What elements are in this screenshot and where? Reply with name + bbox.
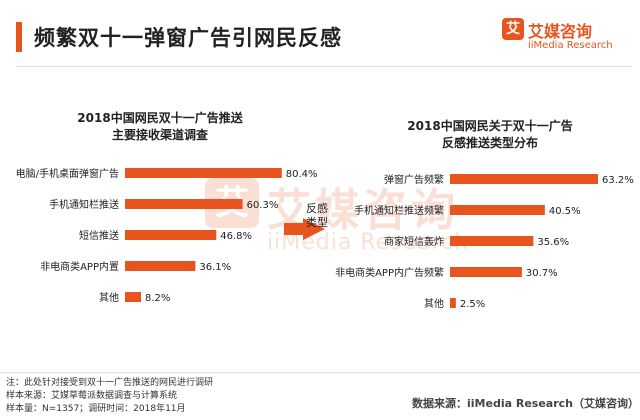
header-divider — [16, 66, 632, 67]
bar — [125, 168, 282, 178]
data-label: 40.5% — [549, 206, 581, 217]
footer-notes: 注：此处针对接受到双十一广告推送的网民进行调研 样本来源：艾媒草莓派数据调查与计… — [6, 377, 213, 416]
data-label: 8.2% — [145, 293, 170, 304]
footer-note: 注：此处针对接受到双十一广告推送的网民进行调研 — [6, 378, 214, 388]
bar — [450, 174, 598, 184]
data-label: 60.3% — [247, 200, 279, 211]
brand-logo-name-en: iiMedia Research — [528, 40, 613, 51]
category-label: 手机通知栏推送频繁 — [354, 204, 444, 217]
title-accent-bar — [16, 22, 22, 52]
page-title: 频繁双十一弹窗广告引网民反感 — [34, 26, 342, 50]
chart-right-title-block: 2018中国网民关于双十一广告 反感推送类型分布 — [390, 118, 590, 152]
category-label: 短信推送 — [79, 229, 119, 242]
data-label: 30.7% — [526, 268, 558, 279]
footer-note: 样本量：N=1357；调研时间：2018年11月 — [6, 404, 186, 414]
brand-logo-name-cn: 艾媒咨询 — [528, 22, 593, 41]
category-label: 非电商类APP内置 — [40, 260, 119, 273]
bar — [125, 261, 196, 271]
chart-left-title: 2018中国网民双十一广告推送 — [77, 111, 243, 125]
category-label: 电脑/手机桌面弹窗广告 — [16, 167, 119, 180]
arrow-stem — [284, 223, 304, 235]
arrow-label-line2: 类型 — [306, 216, 328, 229]
brand-logo: 艾 艾媒咨询 iiMedia Research — [502, 12, 632, 60]
brand-logo-mark: 艾 — [502, 18, 524, 40]
bar — [125, 292, 141, 302]
data-label: 63.2% — [602, 175, 634, 186]
data-label: 35.6% — [537, 237, 569, 248]
category-label: 其他 — [99, 291, 119, 304]
category-label: 商家短信轰炸 — [384, 235, 444, 248]
chart-left-subtitle: 主要接收渠道调查 — [111, 128, 208, 142]
bar — [450, 298, 456, 308]
category-label: 手机通知栏推送 — [49, 198, 119, 211]
bar — [450, 267, 522, 277]
chart-receive-channels: 2018中国网民双十一广告推送 主要接收渠道调查 电脑/手机桌面弹窗广告 80.4… — [0, 110, 320, 310]
footer-note: 样本来源：艾媒草莓派数据调查与计算系统 — [6, 391, 178, 401]
chart-left-svg: 电脑/手机桌面弹窗广告 80.4% 手机通知栏推送 60.3% 短信推送 46.8% 非电商… — [16, 167, 318, 304]
arrow-label: 反感 类型 — [306, 202, 328, 230]
footer-source: 数据来源：iiMedia Research（艾媒咨询） — [412, 397, 639, 410]
bar — [450, 205, 545, 215]
bar — [125, 230, 217, 240]
category-label: 其他 — [424, 297, 444, 310]
chart-right-svg: 弹窗广告频繁 63.2% 手机通知栏推送频繁 40.5% 商家短信轰炸 35.6% 非电商类… — [335, 173, 634, 310]
arrow-label-line1: 反感 — [306, 202, 328, 215]
category-label: 非电商类APP内广告频繁 — [335, 266, 444, 279]
footer-divider — [0, 372, 640, 373]
chart-left-title-block: 2018中国网民双十一广告推送 主要接收渠道调查 — [70, 110, 250, 144]
chart-right-title: 2018中国网民关于双十一广告 — [407, 119, 573, 133]
chart-right-subtitle: 反感推送类型分布 — [441, 136, 538, 150]
data-label: 46.8% — [220, 231, 252, 242]
bar — [450, 236, 534, 246]
data-label: 80.4% — [286, 169, 318, 180]
chart-dislike-types: 2018中国网民关于双十一广告 反感推送类型分布 弹窗广告频繁 63.2% 手机通知… — [320, 118, 640, 318]
category-label: 弹窗广告频繁 — [384, 173, 444, 186]
data-label: 2.5% — [460, 299, 485, 310]
arrow-right-icon — [303, 218, 325, 240]
data-label: 36.1% — [199, 262, 231, 273]
bar — [125, 199, 243, 209]
